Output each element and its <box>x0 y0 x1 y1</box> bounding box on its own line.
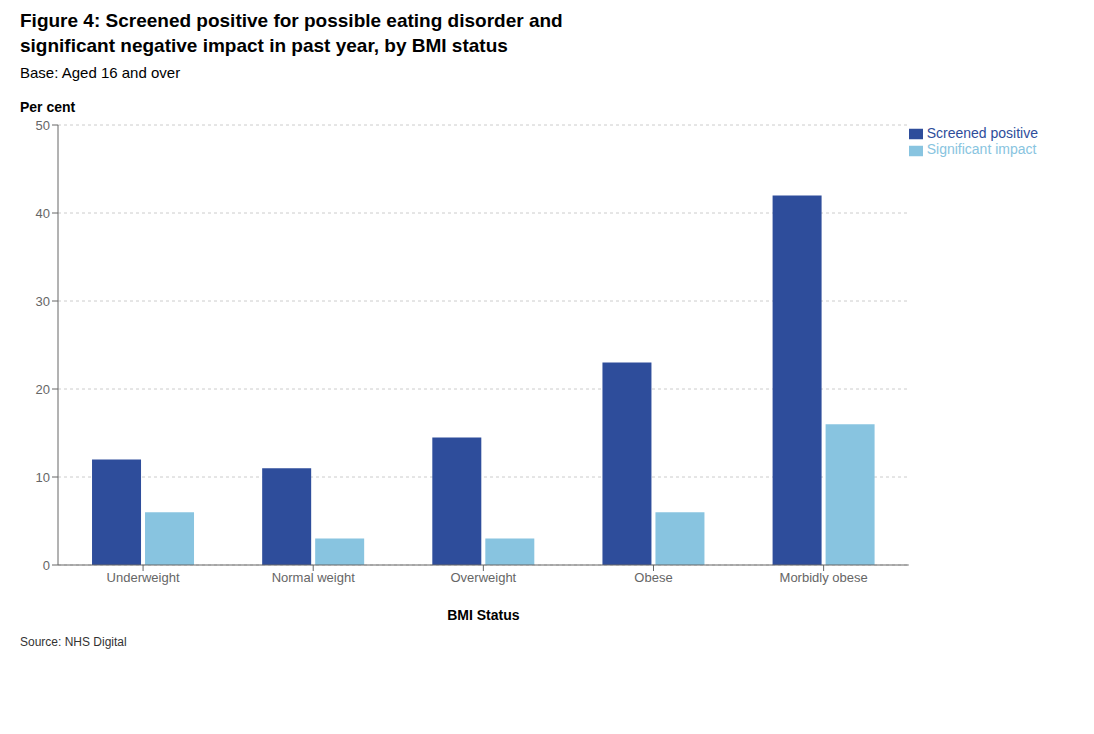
svg-text:0: 0 <box>43 558 50 573</box>
svg-text:Underweight: Underweight <box>107 570 180 585</box>
svg-text:BMI Status: BMI Status <box>447 607 520 623</box>
html-text:Significant impact: Significant impact <box>926 141 1037 158</box>
html-text:Base: Aged 16 and over: Base: Aged 16 and over <box>20 64 181 81</box>
html-text:Screened positive: Screened positive <box>926 125 1038 141</box>
svg-text:10: 10 <box>36 470 50 485</box>
html-text:Source: NHS Digital: Source: NHS Digital <box>20 635 127 649</box>
svg-text:40: 40 <box>36 206 50 221</box>
svg-text:50: 50 <box>36 118 50 133</box>
html-text:significant negative impact in: significant negative impact in past year… <box>20 35 508 56</box>
svg-text:30: 30 <box>36 294 50 309</box>
svg-text:Obese: Obese <box>634 570 672 585</box>
html-text:Per cent: Per cent <box>20 99 76 115</box>
svg-text:Overweight: Overweight <box>450 570 516 585</box>
html-text:Figure 4: Screened positive fo: Figure 4: Screened positive for possible… <box>20 10 563 31</box>
svg-text:20: 20 <box>36 382 50 397</box>
svg-text:Morbidly obese: Morbidly obese <box>780 570 868 585</box>
svg-text:Normal weight: Normal weight <box>272 570 355 585</box>
